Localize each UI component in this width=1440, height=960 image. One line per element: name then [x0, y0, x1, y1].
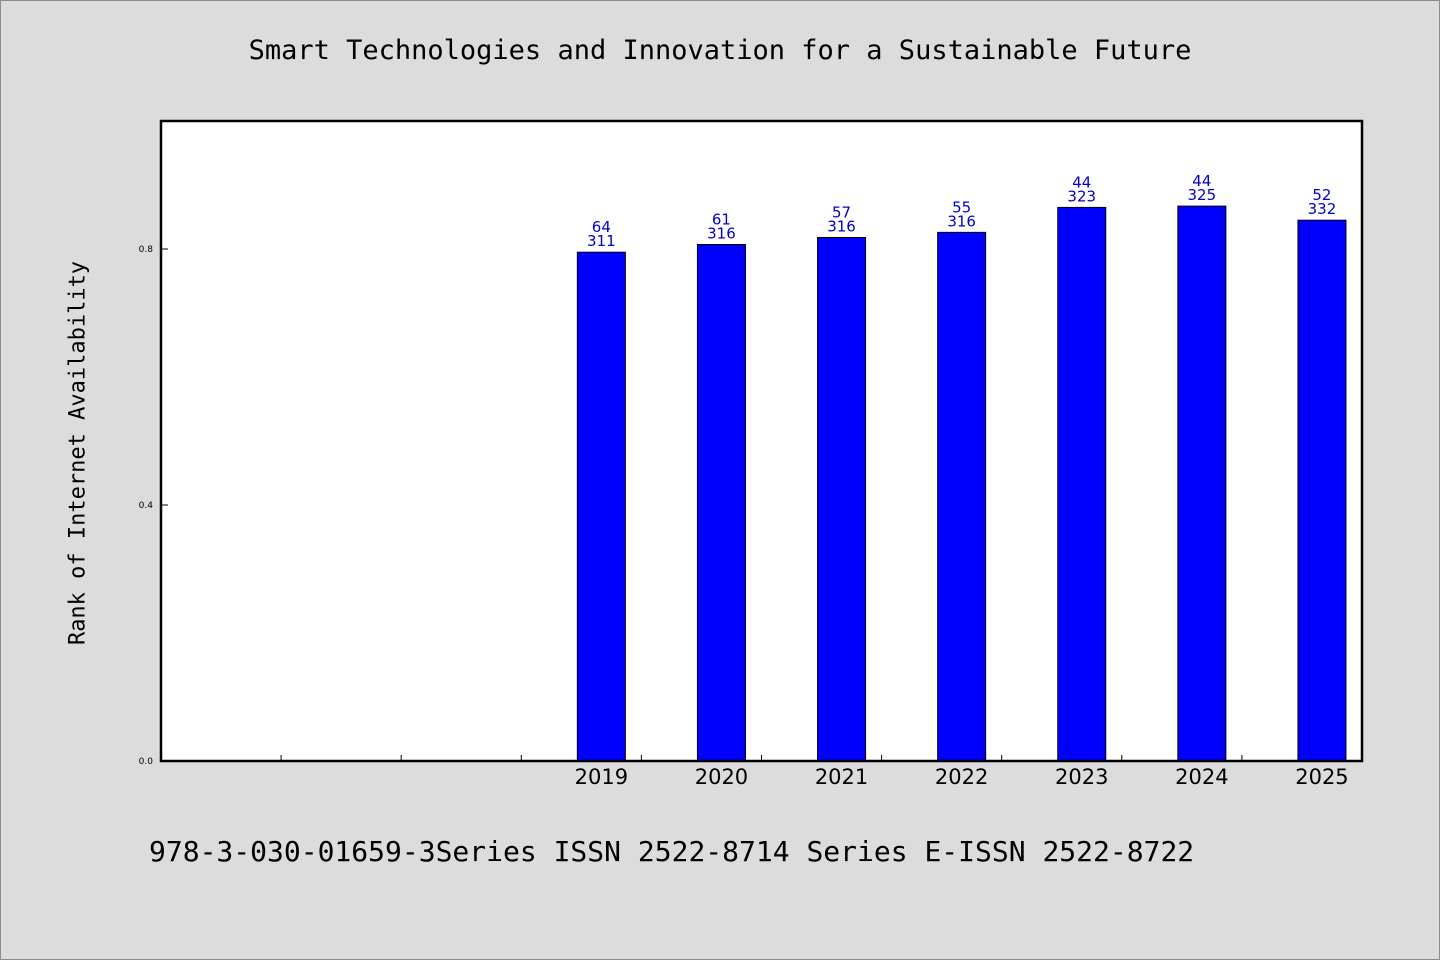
bar-2024	[1177, 205, 1227, 762]
plot-area	[161, 121, 1362, 761]
footer-isbn-issn: 978-3-030-01659-3Series ISSN 2522-8714 S…	[149, 835, 1195, 868]
bar-2022	[937, 231, 987, 762]
x-tick-label: 2024	[1175, 765, 1228, 789]
bar-label-rank: 61	[712, 211, 731, 229]
bar-label-value: 316	[827, 217, 856, 235]
plot-border	[159, 119, 1364, 763]
bar-2021	[817, 236, 867, 762]
x-tick-label: 2019	[575, 765, 628, 789]
bar-label-rank: 44	[1072, 173, 1091, 191]
bar-label-rank: 55	[952, 198, 971, 216]
bar-label-value: 316	[947, 212, 976, 230]
chart-title: Smart Technologies and Innovation for a …	[248, 35, 1192, 66]
x-tick-label: 2025	[1295, 765, 1348, 789]
bar-label-value: 323	[1067, 187, 1096, 205]
bar-label-rank: 57	[832, 203, 851, 221]
bar-label-rank: 64	[592, 218, 611, 236]
x-tick-label: 2023	[1055, 765, 1108, 789]
y-tick-label: 0.0	[139, 757, 154, 767]
bar-2025	[1297, 219, 1347, 762]
bar-2019	[576, 251, 626, 762]
x-tick-label: 2022	[935, 765, 988, 789]
bar-label-rank: 52	[1312, 186, 1331, 204]
bar-2023	[1057, 206, 1107, 762]
bar-label-value: 325	[1188, 186, 1217, 204]
y-tick-label: 0.4	[139, 501, 154, 511]
bar-label-rank: 44	[1192, 172, 1211, 190]
bar-2020	[696, 244, 746, 762]
bar-label-value: 311	[587, 232, 616, 250]
bar-label-value: 332	[1308, 200, 1337, 218]
x-tick-label: 2021	[815, 765, 868, 789]
bar-label-value: 316	[707, 225, 736, 243]
y-tick-label: 0.8	[139, 245, 154, 255]
x-tick-label: 2020	[695, 765, 748, 789]
